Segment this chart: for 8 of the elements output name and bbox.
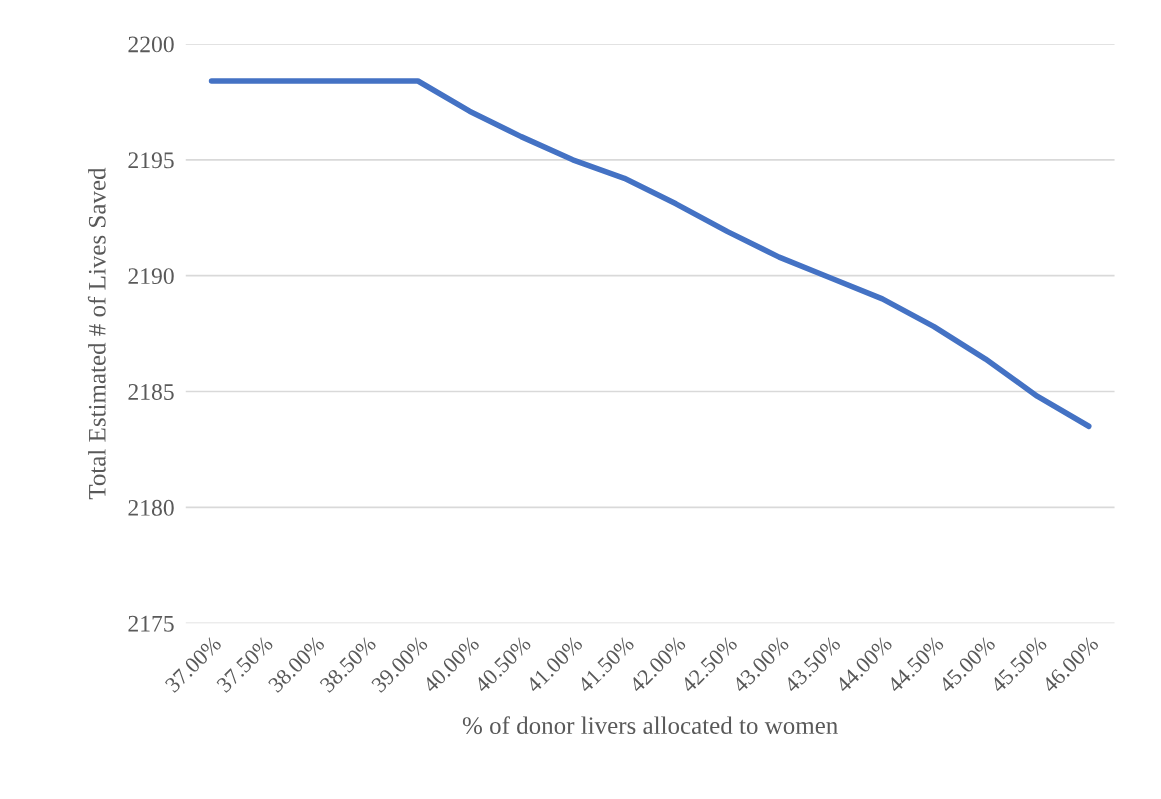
y-tick-label: 2190	[128, 268, 174, 285]
x-axis-title: % of donor livers allocated to women	[462, 716, 838, 735]
y-tick-label: 2180	[128, 499, 174, 516]
y-tick-label: 2175	[128, 615, 174, 632]
y-tick-label: 2195	[128, 152, 174, 169]
y-axis-title: Total Estimated # of Lives Saved	[87, 167, 106, 500]
y-tick-label: 2200	[128, 36, 174, 53]
y-tick-label: 2185	[128, 384, 174, 400]
